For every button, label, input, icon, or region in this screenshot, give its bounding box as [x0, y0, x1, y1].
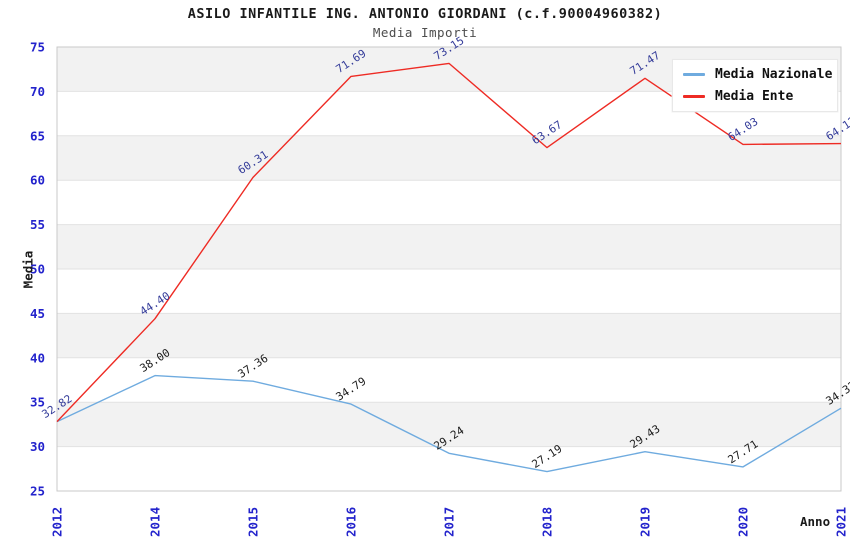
plot-border [56, 46, 842, 492]
y-tick-label: 60 [30, 173, 45, 188]
x-tick-label: 2014 [148, 507, 163, 537]
x-tick-label: 2015 [246, 507, 261, 537]
y-tick-label: 35 [30, 395, 45, 410]
y-tick-label: 40 [30, 350, 45, 365]
x-tick-label: 2020 [736, 507, 751, 537]
y-tick-label: 55 [30, 217, 45, 232]
x-tick-label: 2018 [540, 507, 555, 537]
legend-item-media-nazionale: Media Nazionale [683, 67, 833, 82]
line-swatch-icon [683, 73, 705, 76]
series-line-media-nazionale [56, 374, 842, 473]
x-tick-label: 2021 [834, 507, 849, 537]
x-axis-title: Anno [800, 514, 831, 529]
chart-title: ASILO INFANTILE ING. ANTONIO GIORDANI (c… [187, 6, 663, 22]
x-tick-label: 2016 [344, 507, 359, 537]
x-tick-label: 2019 [638, 507, 653, 537]
plot-band [57, 313, 841, 358]
data-point-label: 34.32 [824, 379, 850, 408]
legend-label: Media Ente [715, 89, 794, 104]
y-tick-label: 65 [30, 128, 45, 143]
data-point-label: 64.12 [824, 114, 850, 143]
legend-label: Media Nazionale [715, 67, 833, 82]
y-tick-label: 70 [30, 84, 45, 99]
chart-subtitle: Media Importi [372, 25, 478, 40]
plot-band [57, 224, 841, 269]
y-tick-label: 30 [30, 439, 45, 454]
y-tick-label: 75 [30, 40, 45, 55]
y-tick-label: 45 [30, 306, 45, 321]
x-tick-label: 2017 [442, 507, 457, 537]
series-line-media-ente [56, 62, 842, 423]
legend-item-media-ente: Media Ente [683, 89, 831, 104]
plot-band [57, 135, 841, 181]
x-tick-label: 2012 [50, 507, 65, 537]
plot-band [57, 402, 841, 447]
line-swatch-icon [683, 95, 705, 98]
data-point-label: 34.79 [334, 375, 369, 404]
y-tick-label: 25 [30, 484, 45, 499]
y-tick-label: 50 [30, 262, 45, 277]
y-axis-title: Media [20, 250, 36, 289]
legend: Media Nazionale Media Ente [672, 59, 838, 112]
